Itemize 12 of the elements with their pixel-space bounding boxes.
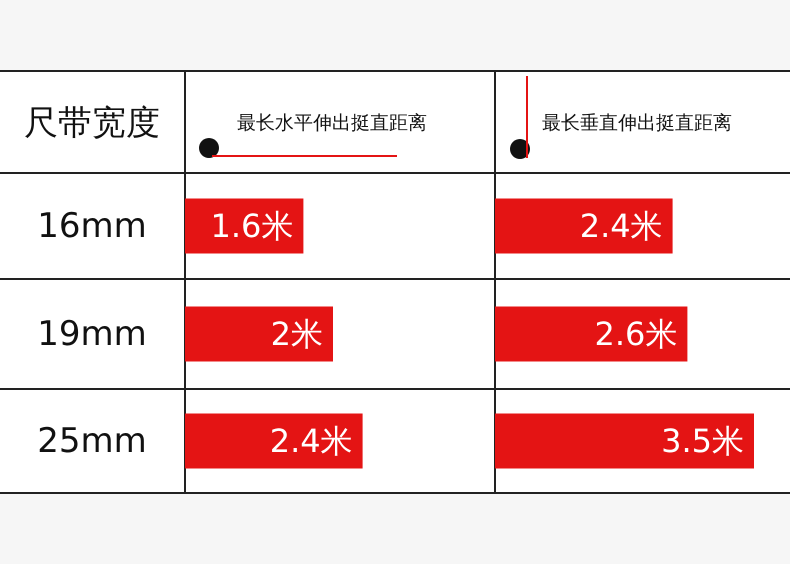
data-label: 2.6米 bbox=[594, 315, 678, 353]
data-label: 3.5米 bbox=[661, 422, 744, 460]
y-tick-label: 25mm bbox=[37, 421, 147, 461]
y-axis-title: 尺带宽度 bbox=[24, 103, 160, 143]
y-tick-label: 16mm bbox=[37, 206, 147, 246]
y-tick-label: 19mm bbox=[37, 314, 147, 354]
chart-title: 最长水平伸出挺直距离 bbox=[237, 112, 427, 134]
chart-title: 最长垂直伸出挺直距离 bbox=[542, 112, 732, 134]
data-label: 2米 bbox=[270, 315, 323, 353]
data-label: 2.4米 bbox=[580, 207, 663, 245]
data-label: 1.6米 bbox=[210, 207, 294, 245]
data-label: 2.4米 bbox=[270, 422, 353, 460]
